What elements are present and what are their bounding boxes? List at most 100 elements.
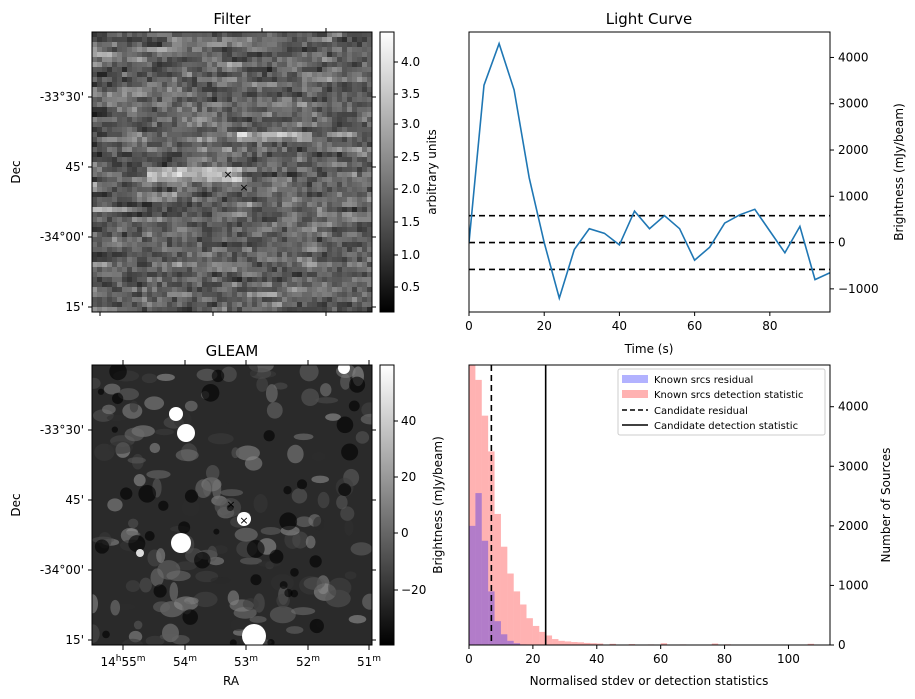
filter-pixel	[127, 42, 132, 47]
dec-tick-label: 15'	[65, 300, 84, 314]
filter-pixel	[127, 207, 132, 212]
filter-pixel	[347, 227, 352, 232]
filter-pixel	[282, 92, 287, 97]
filter-pixel	[152, 102, 157, 107]
filter-pixel	[257, 237, 262, 242]
filter-pixel	[187, 87, 192, 92]
filter-pixel	[352, 47, 357, 52]
filter-pixel	[172, 32, 177, 37]
filter-pixel	[162, 72, 167, 77]
filter-pixel	[312, 297, 317, 302]
filter-pixel	[272, 222, 277, 227]
filter-pixel	[352, 52, 357, 57]
filter-pixel	[127, 162, 132, 167]
filter-pixel	[227, 177, 232, 182]
filter-pixel	[247, 172, 252, 177]
filter-pixel	[277, 192, 282, 197]
filter-pixel	[192, 62, 197, 67]
filter-pixel	[192, 242, 197, 247]
filter-pixel	[152, 82, 157, 87]
filter-pixel	[222, 217, 227, 222]
filter-pixel	[152, 72, 157, 77]
filter-pixel	[222, 307, 227, 312]
filter-pixel	[122, 227, 127, 232]
filter-pixel	[102, 67, 107, 72]
filter-pixel	[207, 92, 212, 97]
filter-pixel	[332, 182, 337, 187]
filter-pixel	[167, 247, 172, 252]
detection-bar	[532, 625, 540, 645]
filter-pixel	[292, 112, 297, 117]
filter-blue-cross-marker: ×	[239, 181, 248, 194]
filter-pixel	[357, 287, 362, 292]
filter-pixel	[122, 137, 127, 142]
filter-pixel	[362, 282, 367, 287]
filter-pixel	[247, 287, 252, 292]
filter-pixel	[192, 282, 197, 287]
filter-pixel	[367, 297, 372, 302]
y-tick-label: 1000	[838, 578, 869, 592]
filter-pixel	[212, 62, 217, 67]
filter-pixel	[202, 187, 207, 192]
detection-bar	[545, 635, 553, 645]
filter-pixel	[112, 102, 117, 107]
filter-pixel	[232, 177, 237, 182]
filter-pixel	[177, 122, 182, 127]
filter-pixel	[337, 137, 342, 142]
filter-pixel	[137, 147, 142, 152]
filter-pixel	[152, 207, 157, 212]
filter-pixel	[202, 252, 207, 257]
filter-pixel	[142, 132, 147, 137]
filter-pixel	[282, 272, 287, 277]
filter-pixel	[302, 57, 307, 62]
filter-pixel	[167, 282, 172, 287]
filter-pixel	[282, 282, 287, 287]
filter-pixel	[347, 172, 352, 177]
filter-pixel	[127, 172, 132, 177]
filter-pixel	[252, 202, 257, 207]
filter-pixel	[337, 247, 342, 252]
filter-pixel	[207, 97, 212, 102]
filter-pixel	[327, 92, 332, 97]
filter-pixel	[187, 277, 192, 282]
filter-pixel	[247, 217, 252, 222]
filter-pixel	[167, 217, 172, 222]
filter-pixel	[307, 37, 312, 42]
filter-pixel	[157, 282, 162, 287]
filter-pixel	[332, 62, 337, 67]
filter-pixel	[317, 267, 322, 272]
filter-pixel	[267, 137, 272, 142]
filter-pixel	[277, 122, 282, 127]
filter-pixel	[257, 112, 262, 117]
filter-pixel	[182, 107, 187, 112]
filter-pixel	[192, 177, 197, 182]
filter-pixel	[282, 132, 287, 137]
filter-pixel	[347, 57, 352, 62]
light-curve-frame	[468, 31, 831, 313]
filter-pixel	[97, 237, 102, 242]
filter-pixel	[322, 307, 327, 312]
filter-pixel	[352, 132, 357, 137]
filter-pixel	[252, 272, 257, 277]
filter-pixel	[202, 277, 207, 282]
filter-pixel	[162, 67, 167, 72]
filter-pixel	[332, 247, 337, 252]
filter-pixel	[257, 57, 262, 62]
filter-pixel	[337, 202, 342, 207]
gleam-diffuse-blob	[149, 442, 161, 454]
filter-pixel	[292, 122, 297, 127]
filter-pixel	[307, 177, 312, 182]
filter-pixel	[187, 37, 192, 42]
filter-pixel	[357, 37, 362, 42]
filter-pixel	[102, 247, 107, 252]
filter-pixel	[267, 222, 272, 227]
filter-pixel	[102, 127, 107, 132]
filter-pixel	[327, 192, 332, 197]
dec-tick-label: -34°00'	[40, 563, 84, 577]
filter-pixel	[162, 227, 167, 232]
filter-pixel	[362, 302, 367, 307]
filter-pixel	[277, 222, 282, 227]
filter-pixel	[157, 167, 162, 172]
filter-pixel	[152, 222, 157, 227]
filter-pixel	[152, 232, 157, 237]
